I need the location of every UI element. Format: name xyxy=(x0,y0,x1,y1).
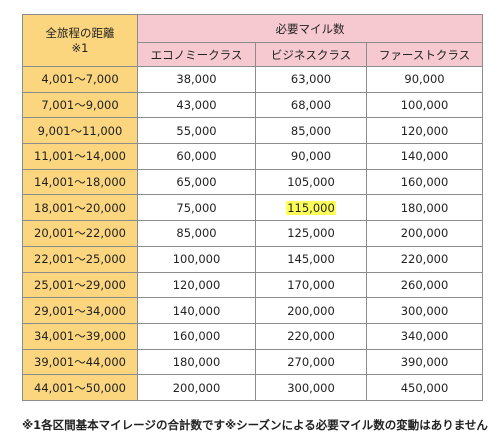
cell: 105,000 xyxy=(255,168,367,196)
cell: 145,000 xyxy=(255,245,367,273)
miles-header: 必要マイル数 xyxy=(136,14,484,43)
cell: 200,000 xyxy=(255,297,367,324)
table-row: 20,001〜22,000 85,000 125,000 200,000 xyxy=(22,220,484,247)
distance-cell: 44,001〜50,000 xyxy=(22,374,138,401)
table-row: 39,001〜44,000 180,000 270,000 390,000 xyxy=(22,348,484,376)
distance-cell: 18,001〜20,000 xyxy=(22,194,138,222)
cell: 68,000 xyxy=(255,91,367,119)
table-row: 22,001〜25,000 100,000 145,000 220,000 xyxy=(22,245,484,273)
cell: 90,000 xyxy=(255,143,367,170)
cell: 140,000 xyxy=(137,297,256,324)
cell: 390,000 xyxy=(365,348,484,376)
distance-header: 全旅程の距離 ※1 xyxy=(22,14,138,67)
cell: 100,000 xyxy=(137,245,256,273)
cell: 270,000 xyxy=(255,348,367,376)
table-row: 18,001〜20,000 75,000 115,000 180,000 xyxy=(22,194,484,222)
distance-cell: 20,001〜22,000 xyxy=(22,220,138,247)
cell: 140,000 xyxy=(365,143,484,170)
cell: 300,000 xyxy=(365,297,484,324)
table-row: 4,001〜7,000 38,000 63,000 90,000 xyxy=(22,66,484,93)
cell: 300,000 xyxy=(255,374,367,401)
cell: 100,000 xyxy=(365,91,484,119)
cell: 260,000 xyxy=(365,271,484,299)
cell: 38,000 xyxy=(137,66,256,93)
table-row: 25,001〜29,000 120,000 170,000 260,000 xyxy=(22,271,484,299)
distance-cell: 39,001〜44,000 xyxy=(22,348,138,376)
cell: 220,000 xyxy=(365,245,484,273)
column-header: ビジネスクラス xyxy=(255,42,367,67)
cell: 340,000 xyxy=(365,322,484,350)
distance-cell: 4,001〜7,000 xyxy=(22,66,138,93)
distance-cell: 7,001〜9,000 xyxy=(22,91,138,119)
cell: 120,000 xyxy=(365,117,484,145)
header-text: 全旅程の距離 xyxy=(45,25,115,40)
distance-cell: 14,001〜18,000 xyxy=(22,168,138,196)
cell: 65,000 xyxy=(137,168,256,196)
cell: 160,000 xyxy=(137,322,256,350)
table-row: 11,001〜14,000 60,000 90,000 140,000 xyxy=(22,143,484,170)
cell: 180,000 xyxy=(365,194,484,222)
cell: 450,000 xyxy=(365,374,484,401)
cell: 85,000 xyxy=(255,117,367,145)
cell: 220,000 xyxy=(255,322,367,350)
cell: 55,000 xyxy=(137,117,256,145)
cell: 63,000 xyxy=(255,66,367,93)
cell: 115,000 xyxy=(255,194,367,222)
distance-cell: 29,001〜34,000 xyxy=(22,297,138,324)
cell: 200,000 xyxy=(365,220,484,247)
footnote: ※1各区間基本マイレージの合計数です※シーズンによる必要マイル数の変動はありませ… xyxy=(22,418,488,432)
mileage-table: 全旅程の距離 ※1 必要マイル数 エコノミークラス ビジネスクラス ファーストクラス … xyxy=(22,14,484,401)
cell: 120,000 xyxy=(137,271,256,299)
distance-cell: 22,001〜25,000 xyxy=(22,245,138,273)
table-row: 7,001〜9,000 43,000 68,000 100,000 xyxy=(22,91,484,119)
cell: 180,000 xyxy=(137,348,256,376)
table-row: 29,001〜34,000 140,000 200,000 300,000 xyxy=(22,297,484,324)
cell: 170,000 xyxy=(255,271,367,299)
distance-cell: 25,001〜29,000 xyxy=(22,271,138,299)
cell: 43,000 xyxy=(137,91,256,119)
cell: 85,000 xyxy=(137,220,256,247)
cell: 125,000 xyxy=(255,220,367,247)
cell: 160,000 xyxy=(365,168,484,196)
cell: 75,000 xyxy=(137,194,256,222)
cell: 60,000 xyxy=(137,143,256,170)
header-note: ※1 xyxy=(71,40,89,55)
highlighted-value: 115,000 xyxy=(286,200,336,215)
cell: 200,000 xyxy=(137,374,256,401)
table-row: 44,001〜50,000 200,000 300,000 450,000 xyxy=(22,374,484,401)
table-row: 34,001〜39,000 160,000 220,000 340,000 xyxy=(22,322,484,350)
table-row: 9,001〜11,000 55,000 85,000 120,000 xyxy=(22,117,484,145)
column-header: エコノミークラス xyxy=(137,42,256,67)
cell: 90,000 xyxy=(365,66,484,93)
column-header: ファーストクラス xyxy=(365,42,484,67)
distance-cell: 34,001〜39,000 xyxy=(22,322,138,350)
table-row: 14,001〜18,000 65,000 105,000 160,000 xyxy=(22,168,484,196)
distance-cell: 9,001〜11,000 xyxy=(22,117,138,145)
distance-cell: 11,001〜14,000 xyxy=(22,143,138,170)
